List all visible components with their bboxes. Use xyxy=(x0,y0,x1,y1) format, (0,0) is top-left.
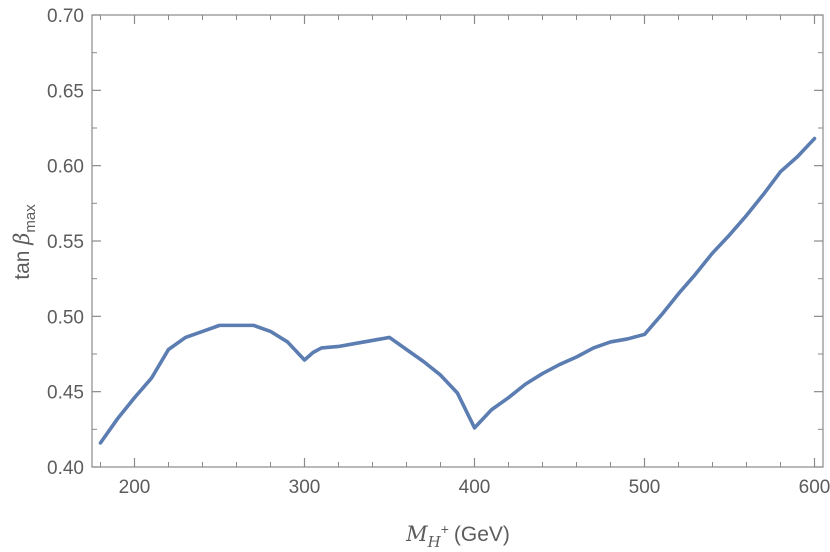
y-tick-label: 0.50 xyxy=(47,307,84,328)
y-axis-label: tan βmax xyxy=(10,204,39,280)
x-label-main: M xyxy=(405,522,428,546)
y-label-main: tan xyxy=(11,245,34,280)
x-label-unit: (GeV) xyxy=(454,523,510,546)
series-line xyxy=(98,136,817,445)
x-axis-label: MH+ (GeV) xyxy=(405,521,510,551)
y-axis: 0.40 0.45 0.50 0.55 0.60 0.65 0.70 xyxy=(47,6,823,479)
x-label-sup: + xyxy=(441,521,449,537)
x-label-sub: H xyxy=(427,533,442,551)
plot-frame xyxy=(91,14,824,468)
y-tick-label: 0.45 xyxy=(47,383,84,404)
x-tick-label: 600 xyxy=(799,477,830,498)
y-label-symbol: β xyxy=(10,233,34,246)
x-tick-label: 300 xyxy=(289,477,321,498)
series-group xyxy=(98,136,817,445)
y-tick-label: 0.55 xyxy=(47,232,84,253)
y-tick-label: 0.65 xyxy=(47,81,84,102)
x-tick-label: 200 xyxy=(119,477,151,498)
y-tick-label: 0.40 xyxy=(47,458,84,479)
x-axis: 200 300 400 500 600 xyxy=(100,15,830,498)
y-label-sub: max xyxy=(22,204,39,233)
x-tick-label: 500 xyxy=(629,477,661,498)
plot-border xyxy=(91,14,824,468)
x-tick-label: 400 xyxy=(459,477,491,498)
y-tick-label: 0.70 xyxy=(47,6,84,27)
y-tick-label: 0.60 xyxy=(47,157,84,178)
